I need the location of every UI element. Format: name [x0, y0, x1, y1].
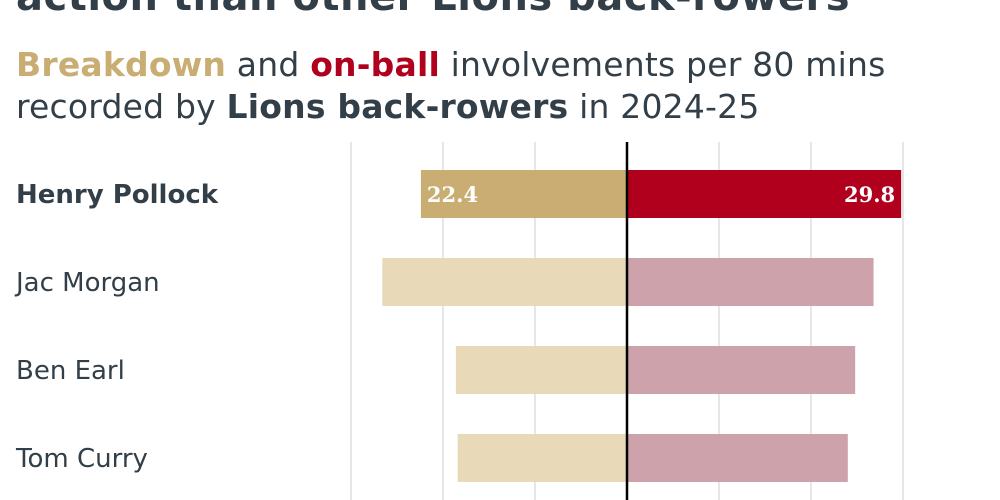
bar-onball — [627, 170, 902, 218]
subtitle-line-2: recorded by Lions back-rowers in 2024-25 — [16, 86, 885, 128]
subtitle-text: recorded by — [16, 87, 227, 126]
bar-breakdown — [420, 170, 627, 218]
subtitle-onball-highlight: on-ball — [310, 45, 440, 84]
chart-title: action than other Lions back-rowers — [16, 0, 850, 20]
subtitle-text: involvements per 80 mins — [439, 45, 886, 84]
bar-breakdown — [382, 258, 627, 306]
subtitle-line-1: Breakdown and on-ball involvements per 8… — [16, 44, 885, 86]
bar-onball — [627, 346, 856, 394]
data-label-onball: 29.8 — [844, 182, 895, 207]
data-label-breakdown: 22.4 — [427, 182, 478, 207]
bar-breakdown — [455, 346, 627, 394]
bar-breakdown — [457, 434, 627, 482]
subtitle-text: in 2024-25 — [568, 87, 760, 126]
player-label: Jac Morgan — [14, 268, 160, 298]
bar-onball — [627, 258, 874, 306]
subtitle-lions-backrowers: Lions back-rowers — [226, 87, 569, 126]
bar-onball — [627, 434, 848, 482]
player-label: Tom Curry — [15, 444, 148, 474]
subtitle-text: and — [226, 45, 311, 84]
subtitle-breakdown-highlight: Breakdown — [16, 45, 227, 84]
player-label: Ben Earl — [16, 356, 125, 386]
player-label: Henry Pollock — [16, 180, 219, 210]
chart-subtitle: Breakdown and on-ball involvements per 8… — [16, 44, 885, 128]
